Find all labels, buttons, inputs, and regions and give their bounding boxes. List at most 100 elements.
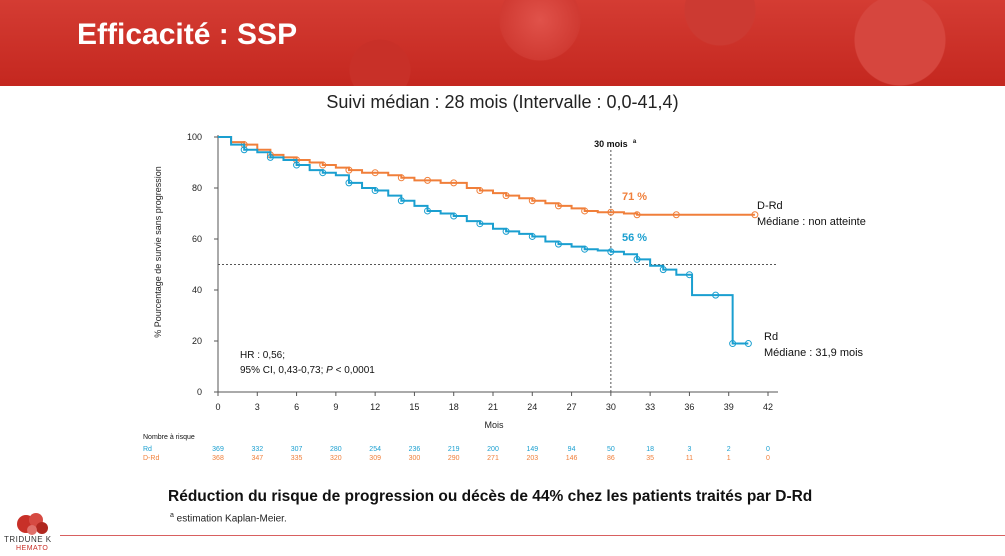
risk-cell-Rd: 254 xyxy=(369,446,381,453)
x-tick-label: 24 xyxy=(527,402,537,412)
d-rd-median-label: Médiane : non atteinte xyxy=(757,216,866,228)
risk-cell-D-Rd: 368 xyxy=(212,455,224,462)
footnote-marker: a xyxy=(170,512,174,519)
header-banner: Efficacité : SSP xyxy=(0,0,1005,86)
censor-mark-Rd xyxy=(371,187,379,195)
x-tick-label: 39 xyxy=(724,402,734,412)
risk-cell-D-Rd: 309 xyxy=(369,455,381,462)
logo-line2: HEMATO xyxy=(16,545,49,552)
risk-cell-Rd: 50 xyxy=(607,446,615,453)
series-line-D-Rd xyxy=(218,136,755,216)
footnote: a estimation Kaplan-Meier. xyxy=(170,512,287,524)
censor-mark-D-Rd xyxy=(607,208,615,216)
censor-mark-D-Rd xyxy=(450,179,458,187)
risk-cell-Rd: 94 xyxy=(568,446,576,453)
conclusion-text: Réduction du risque de progression ou dé… xyxy=(168,488,813,505)
ci-annotation: 95% CI, 0,43-0,73; P < 0,0001 xyxy=(240,365,375,376)
censor-mark-Rd xyxy=(729,340,737,348)
risk-cell-D-Rd: 203 xyxy=(526,455,538,462)
risk-cell-D-Rd: 290 xyxy=(448,455,460,462)
y-tick-label: 0 xyxy=(197,387,202,397)
rd-median-label: Médiane : 31,9 mois xyxy=(764,347,864,359)
risk-cell-D-Rd: 0 xyxy=(766,455,770,462)
risk-cell-Rd: 307 xyxy=(291,446,303,453)
risk-cell-D-Rd: 335 xyxy=(291,455,303,462)
censor-mark-Rd xyxy=(633,255,641,263)
censor-mark-Rd xyxy=(607,248,615,256)
x-tick-label: 27 xyxy=(567,402,577,412)
risk-cell-Rd: 3 xyxy=(687,446,691,453)
censor-mark-Rd xyxy=(476,220,484,228)
risk-cell-Rd: 18 xyxy=(646,446,654,453)
risk-cell-Rd: 2 xyxy=(727,446,731,453)
rd-label: Rd xyxy=(764,331,778,343)
x-tick-label: 36 xyxy=(684,402,694,412)
footer-divider xyxy=(60,535,1005,536)
x-tick-label: 30 xyxy=(606,402,616,412)
risk-cell-Rd: 219 xyxy=(448,446,460,453)
y-tick-label: 60 xyxy=(192,234,202,244)
censor-mark-D-Rd xyxy=(581,207,589,215)
risk-row-label-Rd: Rd xyxy=(143,446,152,453)
x-tick-label: 42 xyxy=(763,402,773,412)
risk-cell-D-Rd: 300 xyxy=(409,455,421,462)
censor-mark-D-Rd xyxy=(397,174,405,182)
x-tick-label: 18 xyxy=(449,402,459,412)
tridune-logo-icon xyxy=(17,513,48,535)
censor-mark-Rd xyxy=(240,146,248,154)
x-axis-label: Mois xyxy=(484,420,504,430)
y-axis-label: % Pourcentage de survie sans progression xyxy=(153,166,163,338)
risk-cell-D-Rd: 271 xyxy=(487,455,499,462)
x-tick-label: 12 xyxy=(370,402,380,412)
risk-cell-D-Rd: 86 xyxy=(607,455,615,462)
risk-cell-D-Rd: 11 xyxy=(686,455,693,462)
censor-mark-Rd xyxy=(581,245,589,253)
x-tick-label: 33 xyxy=(645,402,655,412)
risk-cell-Rd: 0 xyxy=(766,446,770,453)
censor-mark-Rd xyxy=(345,179,353,187)
censor-mark-D-Rd xyxy=(633,211,641,219)
risk-cell-D-Rd: 320 xyxy=(330,455,342,462)
page-title: Efficacité : SSP xyxy=(77,18,298,51)
risk-cell-Rd: 149 xyxy=(526,446,538,453)
risk-cell-Rd: 200 xyxy=(487,446,499,453)
x-tick-label: 6 xyxy=(294,402,299,412)
hr-annotation: HR : 0,56; xyxy=(240,350,285,361)
censor-mark-D-Rd xyxy=(476,187,484,195)
censor-mark-Rd xyxy=(659,266,667,274)
censor-mark-Rd xyxy=(293,161,301,169)
chart-subtitle: Suivi médian : 28 mois (Intervalle : 0,0… xyxy=(326,92,679,112)
risk-cell-D-Rd: 1 xyxy=(727,455,731,462)
risk-cell-Rd: 369 xyxy=(212,446,224,453)
risk-cell-D-Rd: 35 xyxy=(646,455,654,462)
x-tick-label: 3 xyxy=(255,402,260,412)
x-tick-label: 9 xyxy=(333,402,338,412)
y-tick-label: 20 xyxy=(192,336,202,346)
censor-mark-D-Rd xyxy=(672,211,680,219)
censor-mark-D-Rd xyxy=(502,192,510,200)
y-tick-label: 100 xyxy=(187,132,202,142)
censor-mark-Rd xyxy=(554,240,562,248)
footnote-text: estimation Kaplan-Meier. xyxy=(173,513,287,525)
month-30-superscript: a xyxy=(633,139,637,145)
risk-cell-D-Rd: 347 xyxy=(251,455,263,462)
risk-cell-Rd: 332 xyxy=(251,446,263,453)
censor-mark-D-Rd xyxy=(528,197,536,205)
censor-mark-Rd xyxy=(712,291,720,299)
censor-mark-D-Rd xyxy=(751,211,759,219)
censor-mark-Rd xyxy=(424,207,432,215)
x-tick-label: 0 xyxy=(215,402,220,412)
month-30-label: 30 mois xyxy=(594,139,628,149)
censor-mark-Rd xyxy=(450,212,458,220)
series-line-Rd xyxy=(218,136,749,345)
censor-mark-D-Rd xyxy=(424,176,432,184)
censor-mark-D-Rd xyxy=(371,169,379,177)
risk-row-label-D-Rd: D-Rd xyxy=(143,455,159,462)
x-tick-label: 21 xyxy=(488,402,498,412)
censor-mark-Rd xyxy=(744,340,752,348)
censor-mark-Rd xyxy=(319,169,327,177)
censor-mark-D-Rd xyxy=(319,161,327,169)
censor-mark-Rd xyxy=(266,153,274,161)
d-rd-label: D-Rd xyxy=(757,200,783,212)
